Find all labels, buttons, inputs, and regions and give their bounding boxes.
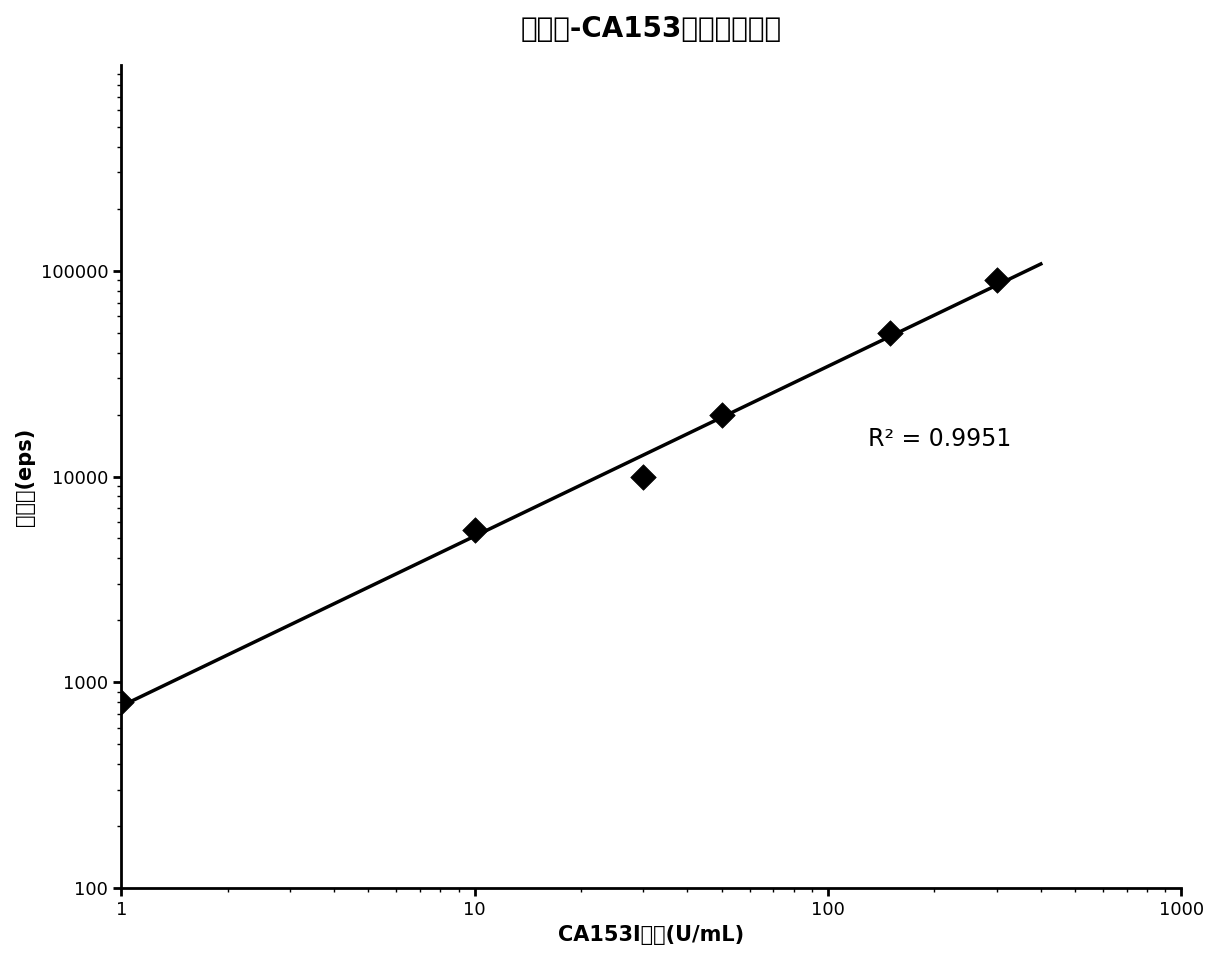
Point <box>880 324 900 340</box>
Y-axis label: 荧光值(eps): 荧光值(eps) <box>15 427 35 526</box>
Point <box>112 695 132 710</box>
Point <box>464 522 484 538</box>
Point <box>712 407 731 422</box>
Point <box>634 468 653 484</box>
Title: 荧光值-CA153浓度标准曲线: 荧光值-CA153浓度标准曲线 <box>521 15 781 43</box>
X-axis label: CA153I浓度(U/mL): CA153I浓度(U/mL) <box>558 925 745 945</box>
Point <box>987 273 1007 288</box>
Text: R² = 0.9951: R² = 0.9951 <box>868 427 1012 451</box>
